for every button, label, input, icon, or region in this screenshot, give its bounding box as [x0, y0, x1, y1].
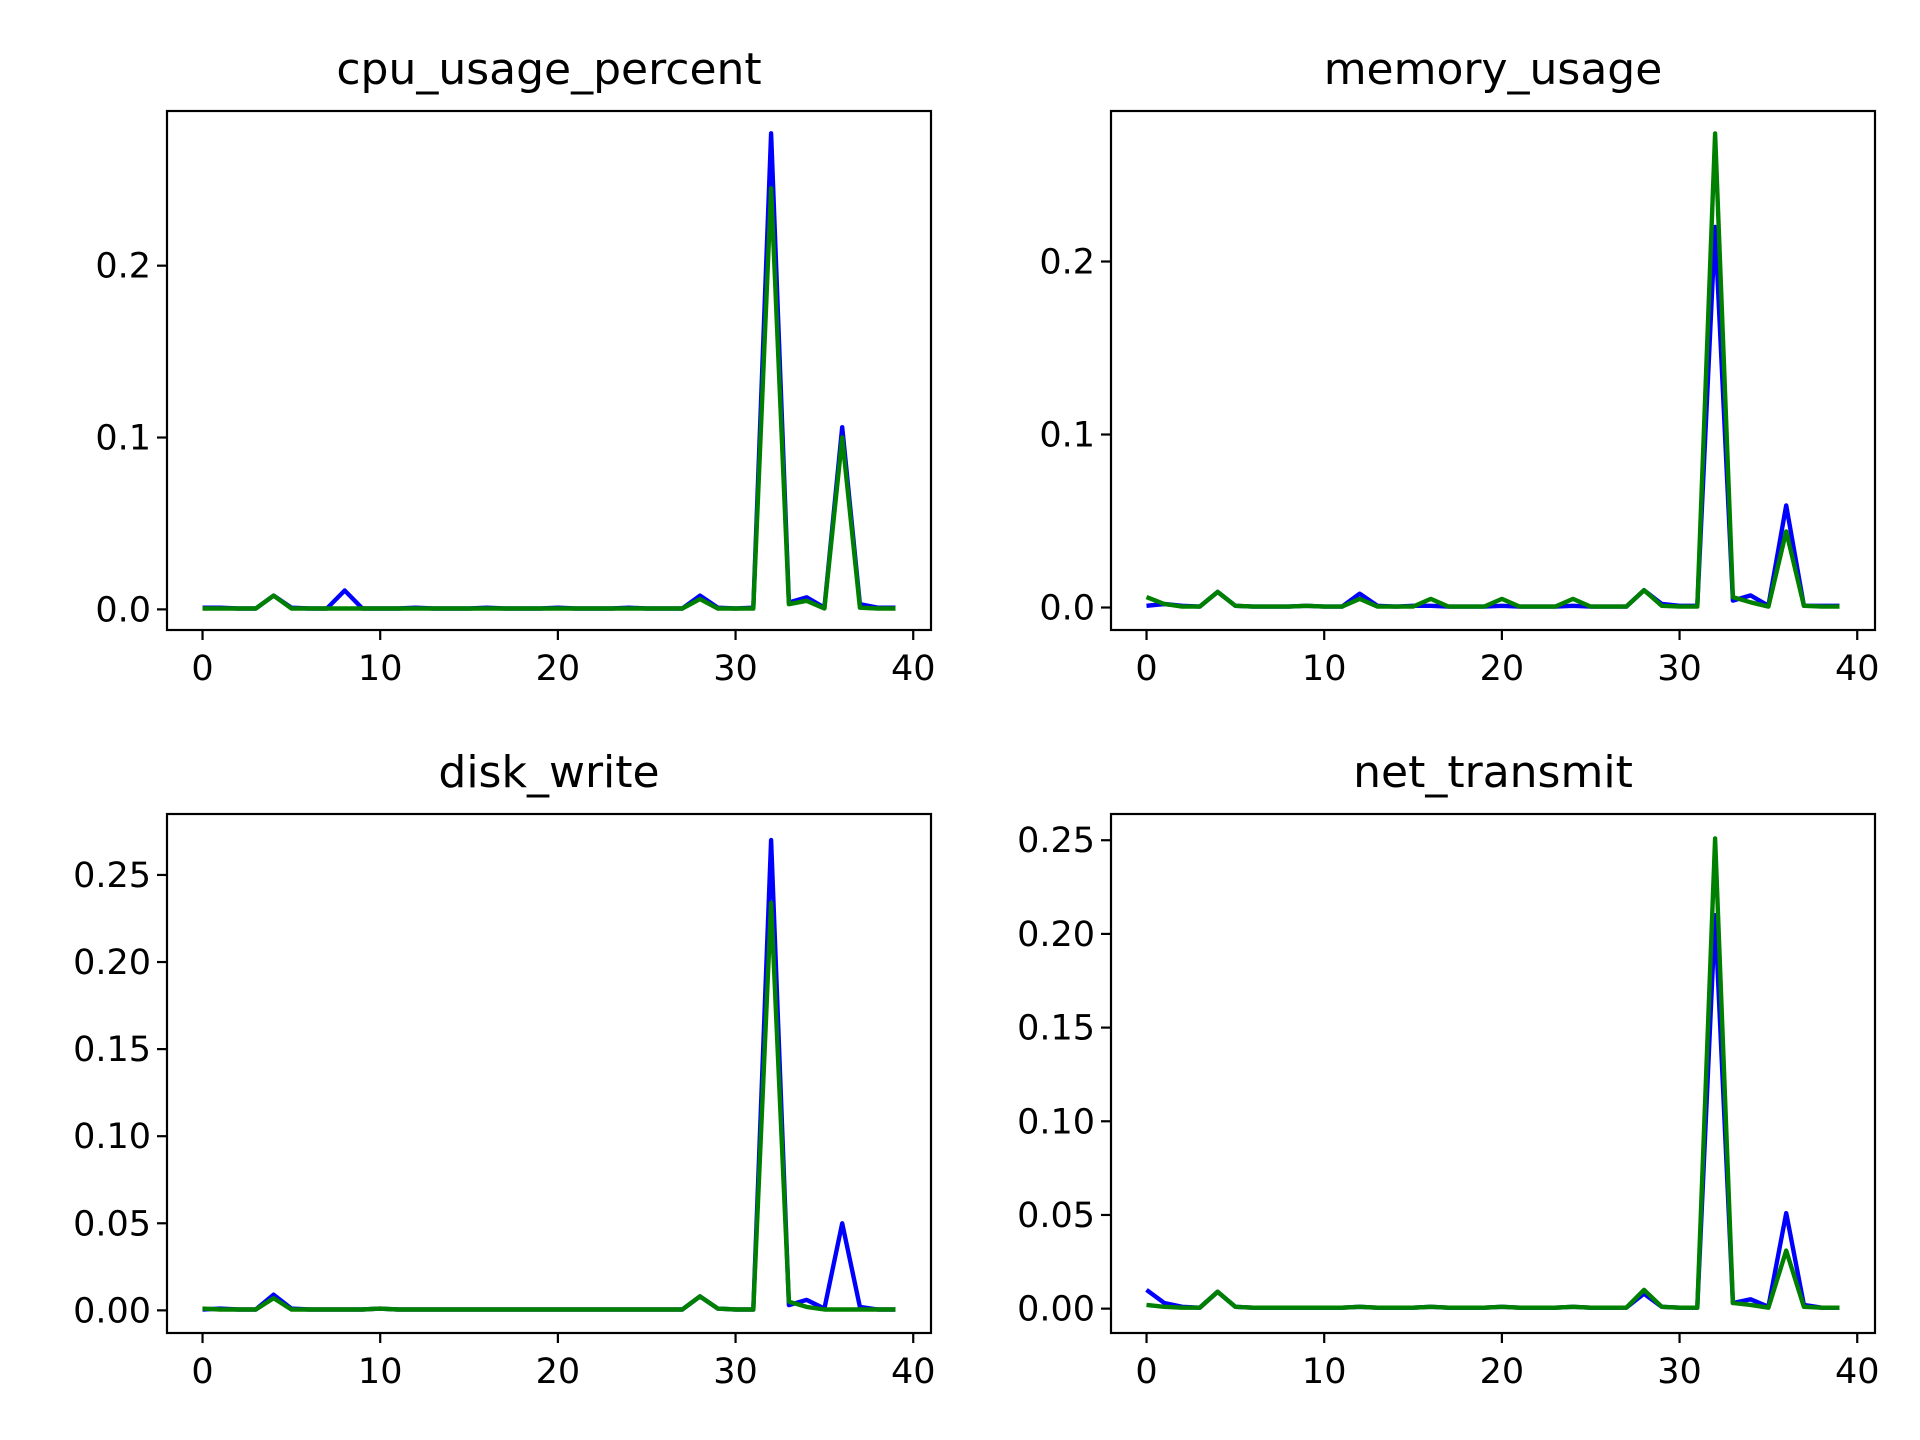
x-tick-label: 10 [358, 1352, 403, 1392]
x-tick-label: 30 [713, 649, 758, 689]
y-tick-label: 0.1 [95, 419, 151, 459]
y-tick-label: 0.15 [1017, 1009, 1095, 1049]
y-tick-label: 0.0 [1039, 589, 1095, 629]
x-tick-label: 30 [1657, 1352, 1702, 1392]
y-tick-label: 0.05 [1017, 1196, 1095, 1236]
subplot-disk-write: disk_write 0 10 20 30 40 0.00 0.05 0.10 0.15 0.20 0… [73, 747, 935, 1392]
subplot-title: memory_usage [1324, 44, 1663, 95]
subplot-memory-usage: memory_usage 0 10 20 30 40 0.0 0.1 0.2 [1039, 44, 1879, 689]
y-tick-label: 0.25 [1017, 821, 1095, 861]
x-tick-label: 20 [1480, 1352, 1525, 1392]
y-tick-label: 0.2 [95, 247, 151, 287]
y-tick-label: 0.0 [95, 590, 151, 630]
x-tick-label: 10 [1302, 649, 1347, 689]
x-tick-label: 20 [1480, 649, 1525, 689]
subplot-net-transmit: net_transmit 0 10 20 30 40 0.00 0.05 0.10 0.15 0.2… [1017, 747, 1879, 1392]
x-tick-label: 40 [1835, 1352, 1880, 1392]
y-tick-label: 0.10 [73, 1117, 151, 1157]
y-tick-label: 0.00 [73, 1291, 151, 1331]
series-line-green [1145, 131, 1840, 609]
x-tick-label: 40 [891, 1352, 936, 1392]
y-tick-label: 0.20 [1017, 915, 1095, 955]
axes-frame [1109, 109, 1877, 632]
y-tick-label: 0.1 [1039, 416, 1095, 456]
subplot-cpu-usage-percent: cpu_usage_percent 0 10 20 30 40 0.0 0.1 0.2 [95, 44, 935, 689]
x-tick-label: 20 [536, 649, 581, 689]
x-tick-label: 0 [191, 1352, 213, 1392]
x-tick-label: 40 [1835, 649, 1880, 689]
x-tick-label: 0 [1135, 649, 1157, 689]
y-tick-label: 0.10 [1017, 1102, 1095, 1142]
x-tick-label: 40 [891, 649, 936, 689]
axes-frame [1109, 812, 1877, 1335]
axes-frame [165, 109, 933, 632]
subplot-title: cpu_usage_percent [336, 44, 761, 95]
x-tick-label: 0 [1135, 1352, 1157, 1392]
x-tick-label: 0 [191, 649, 213, 689]
subplot-title: disk_write [438, 747, 659, 798]
series-line-green [1146, 836, 1840, 1310]
x-tick-label: 30 [1657, 649, 1702, 689]
x-tick-label: 30 [713, 1352, 758, 1392]
y-tick-label: 0.05 [73, 1204, 151, 1244]
series-line-green [202, 900, 896, 1312]
series-line-green [202, 186, 896, 611]
x-tick-label: 10 [1302, 1352, 1347, 1392]
x-tick-label: 20 [536, 1352, 581, 1392]
axes-frame [165, 812, 933, 1335]
subplot-title: net_transmit [1353, 747, 1633, 798]
y-tick-label: 0.20 [73, 943, 151, 983]
y-tick-label: 0.2 [1039, 243, 1095, 283]
x-tick-label: 10 [358, 649, 403, 689]
y-tick-label: 0.00 [1017, 1290, 1095, 1330]
y-tick-label: 0.15 [73, 1030, 151, 1070]
y-tick-label: 0.25 [73, 856, 151, 896]
